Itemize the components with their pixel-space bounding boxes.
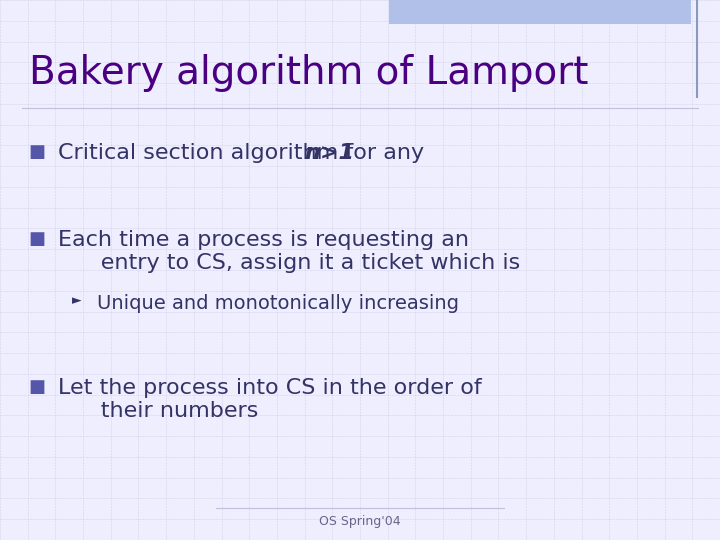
Text: Each time a process is requesting an
      entry to CS, assign it a ticket which: Each time a process is requesting an ent… (58, 230, 520, 273)
Text: ■: ■ (29, 230, 46, 247)
Text: n>1: n>1 (305, 143, 354, 163)
Text: Bakery algorithm of Lamport: Bakery algorithm of Lamport (29, 54, 588, 92)
Text: Let the process into CS in the order of
      their numbers: Let the process into CS in the order of … (58, 378, 482, 421)
Text: ►: ► (72, 294, 81, 307)
Text: ■: ■ (29, 378, 46, 396)
Text: OS Spring'04: OS Spring'04 (319, 515, 401, 528)
Text: Critical section algorithm for any: Critical section algorithm for any (58, 143, 431, 163)
Text: ■: ■ (29, 143, 46, 161)
Text: Unique and monotonically increasing: Unique and monotonically increasing (97, 294, 459, 313)
Bar (389, 0, 691, 24)
